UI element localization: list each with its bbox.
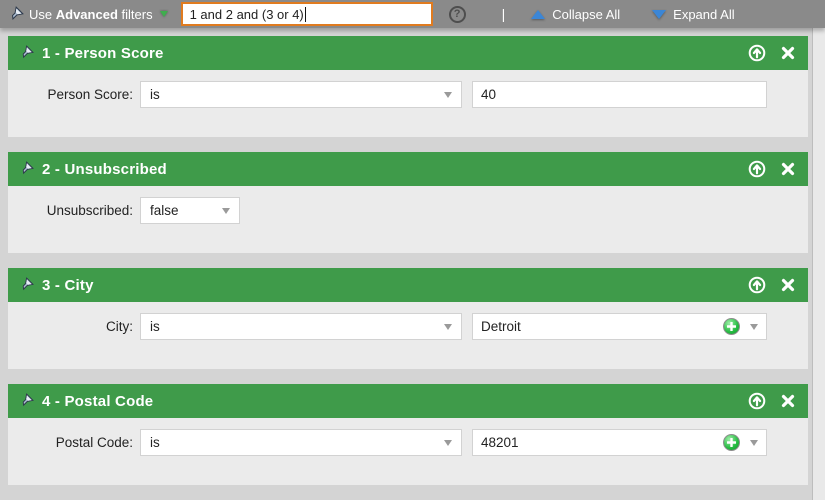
use-advanced-filters-label[interactable]: Use Advanced filters — [29, 6, 153, 22]
filter-funnel-icon — [18, 45, 34, 61]
move-up-icon[interactable] — [748, 276, 766, 294]
filter-funnel-icon — [18, 161, 34, 177]
operator-value: is — [150, 435, 160, 450]
panel-body: Unsubscribed: false — [8, 186, 808, 253]
value-select[interactable]: false — [140, 197, 240, 224]
expand-triangle-icon — [652, 9, 667, 19]
operator-select[interactable]: is — [140, 313, 462, 340]
add-value-icon[interactable] — [723, 318, 740, 335]
panel-title: 3 - City — [42, 276, 94, 294]
value-combo-input[interactable]: Detroit — [472, 313, 767, 340]
filter-panel-postal-code: 4 - Postal Code Postal Code: is 48201 — [8, 384, 808, 485]
close-icon[interactable] — [781, 278, 795, 292]
operator-select[interactable]: is — [140, 81, 462, 108]
close-icon[interactable] — [781, 394, 795, 408]
filter-panel-unsubscribed: 2 - Unsubscribed Unsubscribed: false — [8, 152, 808, 253]
chevron-down-icon[interactable] — [750, 439, 758, 446]
text-cursor — [304, 6, 306, 22]
panel-header[interactable]: 2 - Unsubscribed — [8, 152, 808, 186]
value-input[interactable] — [472, 81, 767, 108]
panel-header[interactable]: 4 - Postal Code — [8, 384, 808, 418]
panel-title: 2 - Unsubscribed — [42, 160, 167, 178]
filter-funnel-icon — [18, 277, 34, 293]
advanced-filters-toolbar: Use Advanced filters 1 and 2 and (3 or 4… — [0, 0, 825, 28]
move-up-icon[interactable] — [748, 160, 766, 178]
filter-panel-city: 3 - City City: is Detroit — [8, 268, 808, 369]
close-icon[interactable] — [781, 162, 795, 176]
field-label: Person Score: — [47, 87, 133, 102]
filter-funnel-icon — [18, 393, 34, 409]
panel-header[interactable]: 1 - Person Score — [8, 36, 808, 70]
operator-value: is — [150, 319, 160, 334]
panel-body: City: is Detroit — [8, 302, 808, 369]
panel-header[interactable]: 3 - City — [8, 268, 808, 302]
chevron-down-icon — [222, 207, 230, 214]
vertical-scrollbar[interactable] — [812, 28, 825, 500]
expand-all-button[interactable]: Expand All — [652, 7, 735, 22]
panel-body: Person Score: is — [8, 70, 808, 137]
field-label: City: — [106, 319, 133, 334]
filter-panel-person-score: 1 - Person Score Person Score: is — [8, 36, 808, 137]
collapse-all-button[interactable]: Collapse All — [531, 7, 620, 22]
close-icon[interactable] — [781, 46, 795, 60]
select-value: false — [150, 203, 179, 218]
toolbar-divider: | — [501, 6, 506, 22]
panel-title: 4 - Postal Code — [42, 392, 154, 410]
collapse-triangle-icon — [531, 9, 546, 19]
chevron-down-icon — [444, 439, 452, 446]
panel-title: 1 - Person Score — [42, 44, 164, 62]
filter-expression-text: 1 and 2 and (3 or 4) — [189, 6, 304, 22]
combo-value: Detroit — [481, 319, 521, 334]
operator-select[interactable]: is — [140, 429, 462, 456]
move-up-icon[interactable] — [748, 44, 766, 62]
filters-dropdown-caret-icon[interactable] — [159, 11, 168, 17]
value-combo-input[interactable]: 48201 — [472, 429, 767, 456]
chevron-down-icon — [444, 91, 452, 98]
move-up-icon[interactable] — [748, 392, 766, 410]
field-label: Unsubscribed: — [46, 203, 133, 218]
help-icon[interactable]: ? — [448, 5, 466, 23]
filter-funnel-icon — [7, 5, 24, 23]
combo-value: 48201 — [481, 435, 519, 450]
chevron-down-icon[interactable] — [750, 323, 758, 330]
operator-value: is — [150, 87, 160, 102]
filter-panels: 1 - Person Score Person Score: is — [0, 28, 825, 485]
field-label: Postal Code: — [55, 435, 133, 450]
filter-expression-input[interactable]: 1 and 2 and (3 or 4) — [180, 2, 433, 26]
add-value-icon[interactable] — [723, 434, 740, 451]
chevron-down-icon — [444, 323, 452, 330]
panel-body: Postal Code: is 48201 — [8, 418, 808, 485]
